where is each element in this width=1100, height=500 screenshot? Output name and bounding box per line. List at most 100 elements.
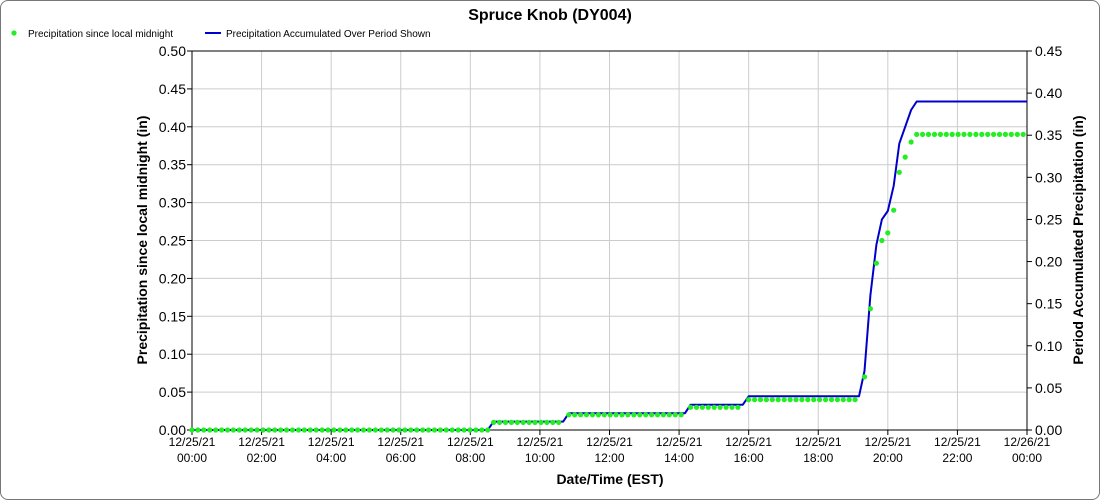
data-point (879, 237, 885, 244)
data-point (284, 427, 290, 433)
left-tick-label: 0.40 (159, 119, 186, 135)
right-tick-label: 0.45 (1035, 43, 1062, 59)
data-point (666, 412, 672, 418)
right-tick-label: 0.15 (1035, 296, 1062, 312)
data-point (799, 397, 805, 403)
data-point (805, 397, 811, 403)
x-axis-title: Date/Time (EST) (556, 471, 663, 487)
data-point (266, 427, 272, 433)
data-point (693, 404, 700, 410)
data-point (337, 427, 343, 433)
data-point (649, 412, 655, 418)
data-point (349, 427, 355, 433)
x-tick-time-label: 00:00 (1012, 451, 1042, 465)
data-point (823, 397, 829, 403)
data-point (572, 412, 578, 418)
data-point (502, 419, 509, 425)
data-point (896, 169, 902, 175)
data-point (491, 419, 497, 425)
data-point (891, 207, 897, 213)
data-point (613, 412, 619, 418)
data-point (852, 397, 858, 403)
left-tick-label: 0.25 (159, 233, 186, 249)
data-point (207, 427, 213, 433)
left-tick-label: 0.50 (159, 43, 186, 59)
x-tick-date-label: 12/25/21 (308, 435, 355, 449)
data-point (757, 397, 764, 403)
data-point (595, 412, 602, 418)
data-point (775, 397, 781, 403)
data-point (943, 131, 949, 137)
left-tick-label: 0.35 (159, 157, 186, 173)
data-point (979, 131, 985, 137)
data-point (566, 412, 572, 418)
data-point (705, 404, 711, 410)
left-tick-label: 0.00 (159, 422, 186, 438)
x-tick-time-label: 06:00 (386, 451, 416, 465)
left-axis: 0.00 0.05 0.10 0.15 0.20 0.25 0.30 0.35 0.40 0.45… (159, 43, 192, 438)
data-point (402, 427, 408, 433)
data-point (840, 397, 846, 403)
data-point (408, 427, 414, 433)
x-tick-time-label: 22:00 (942, 451, 972, 465)
left-tick-label: 0.45 (159, 81, 186, 97)
data-point (538, 419, 544, 425)
data-point (643, 412, 649, 418)
data-point (973, 131, 979, 137)
data-point (254, 427, 260, 433)
data-point (219, 427, 225, 433)
data-point (431, 427, 438, 433)
right-axis: 0.00 0.05 0.10 0.15 0.20 0.25 0.30 0.35 0.40 0.45 (1027, 43, 1062, 438)
data-point (967, 131, 973, 137)
data-point (763, 397, 770, 403)
data-point (461, 427, 467, 433)
right-tick-label: 0.25 (1035, 211, 1062, 227)
right-tick-label: 0.35 (1035, 127, 1062, 143)
data-point (793, 397, 799, 403)
grid (191, 50, 1028, 431)
data-point (278, 427, 284, 433)
data-point (746, 397, 752, 403)
data-point (485, 427, 491, 433)
data-point (885, 230, 891, 236)
data-point (360, 427, 367, 433)
data-point (514, 419, 520, 425)
right-tick-label: 0.30 (1035, 169, 1062, 185)
data-point (420, 427, 426, 433)
x-tick-date-label: 12/25/21 (238, 435, 285, 449)
data-point (688, 404, 694, 410)
accumulated-precip-line (192, 100, 1027, 431)
data-point (660, 412, 667, 418)
x-tick-time-label: 18:00 (803, 451, 833, 465)
data-point (372, 427, 378, 433)
data-point (414, 427, 420, 433)
data-point (637, 412, 643, 418)
data-point (631, 412, 637, 418)
x-tick-date-label: 12/25/21 (169, 435, 216, 449)
x-tick-time-label: 14:00 (664, 451, 694, 465)
data-point (343, 427, 349, 433)
data-point (811, 397, 817, 403)
data-point (920, 131, 926, 137)
data-point (729, 404, 735, 410)
data-point (396, 427, 402, 433)
series-accumulated-line (192, 100, 1027, 431)
data-point (384, 427, 390, 433)
data-point (443, 427, 449, 433)
x-tick-time-label: 08:00 (455, 451, 485, 465)
data-point (601, 412, 607, 418)
right-tick-label: 0.20 (1035, 254, 1062, 270)
x-tick-time-label: 20:00 (873, 451, 903, 465)
data-point (260, 427, 266, 433)
legend: Precipitation since local midnight Preci… (11, 29, 431, 40)
x-tick-date-label: 12/25/21 (795, 435, 842, 449)
data-point (834, 397, 841, 403)
data-point (711, 404, 717, 410)
data-point (752, 397, 758, 403)
data-point (479, 427, 485, 433)
x-tick-time-label: 04:00 (316, 451, 346, 465)
data-point (236, 427, 242, 433)
data-point (1020, 131, 1026, 137)
